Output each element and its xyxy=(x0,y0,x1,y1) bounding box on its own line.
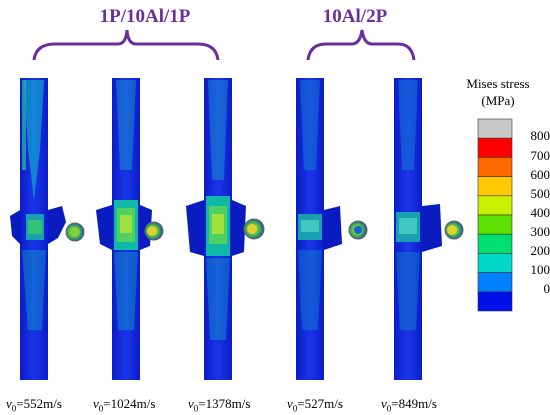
legend-swatch xyxy=(477,195,513,216)
legend-tick-800: 800 xyxy=(530,128,550,143)
legend-swatch xyxy=(477,233,513,254)
case-label-5: v0=849m/s xyxy=(381,396,437,414)
legend-colorbar xyxy=(477,118,513,312)
group-title-1p-10al-1p: 1P/10Al/1P xyxy=(99,6,191,27)
simulation-panel-4 xyxy=(296,78,368,380)
legend-swatch xyxy=(477,291,513,312)
legend-swatch xyxy=(477,272,513,293)
legend-tick-200: 200 xyxy=(530,243,550,258)
simulation-panel-1 xyxy=(10,78,85,380)
simulation-panel-3 xyxy=(186,78,265,380)
legend-title: Mises stress (MPa) xyxy=(456,75,540,109)
legend-swatch xyxy=(477,253,513,273)
legend-swatch xyxy=(477,118,513,139)
case-label-3: v0=1378m/s xyxy=(188,396,251,414)
legend-tick-100: 100 xyxy=(530,262,550,277)
case-label-1: v0=552m/s xyxy=(6,396,62,414)
legend-swatch xyxy=(477,137,513,158)
simulation-panel-2 xyxy=(96,78,164,380)
group-title-10al-2p: 10Al/2P xyxy=(322,6,388,27)
brace-group-1 xyxy=(32,29,220,61)
legend-tick-500: 500 xyxy=(530,186,550,201)
brace-group-2 xyxy=(306,29,416,61)
legend-tick-700: 700 xyxy=(530,148,550,163)
legend-swatch xyxy=(477,214,513,235)
legend-tick-400: 400 xyxy=(530,205,550,220)
case-label-4: v0=527m/s xyxy=(287,396,343,414)
case-label-2: v0=1024m/s xyxy=(93,396,156,414)
simulation-panel-5 xyxy=(394,78,464,380)
legend-tick-300: 300 xyxy=(530,224,550,239)
legend-title-line2: (MPa) xyxy=(481,93,515,108)
legend-swatch xyxy=(477,176,513,197)
legend-title-line1: Mises stress xyxy=(466,76,530,91)
legend-tick-0: 0 xyxy=(543,281,550,296)
legend-swatch xyxy=(477,157,513,177)
legend-tick-600: 600 xyxy=(530,167,550,182)
